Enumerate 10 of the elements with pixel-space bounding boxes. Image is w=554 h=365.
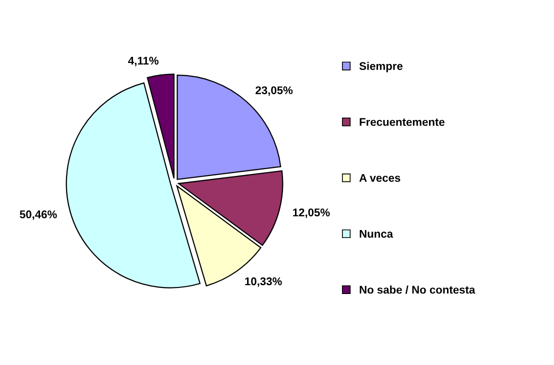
legend-label: No sabe / No contesta: [360, 286, 476, 294]
legend-label: A veces: [359, 174, 400, 182]
legend-label: Nunca: [360, 230, 394, 238]
data-label: 50,46%: [20, 210, 57, 220]
data-label: 23,05%: [256, 86, 293, 96]
data-label: 4,11%: [128, 56, 159, 66]
legend-label: Frecuentemente: [360, 118, 445, 126]
data-label: 10,33%: [245, 277, 282, 287]
data-label: 12,05%: [293, 208, 330, 218]
legend-label: Siempre: [359, 62, 403, 72]
